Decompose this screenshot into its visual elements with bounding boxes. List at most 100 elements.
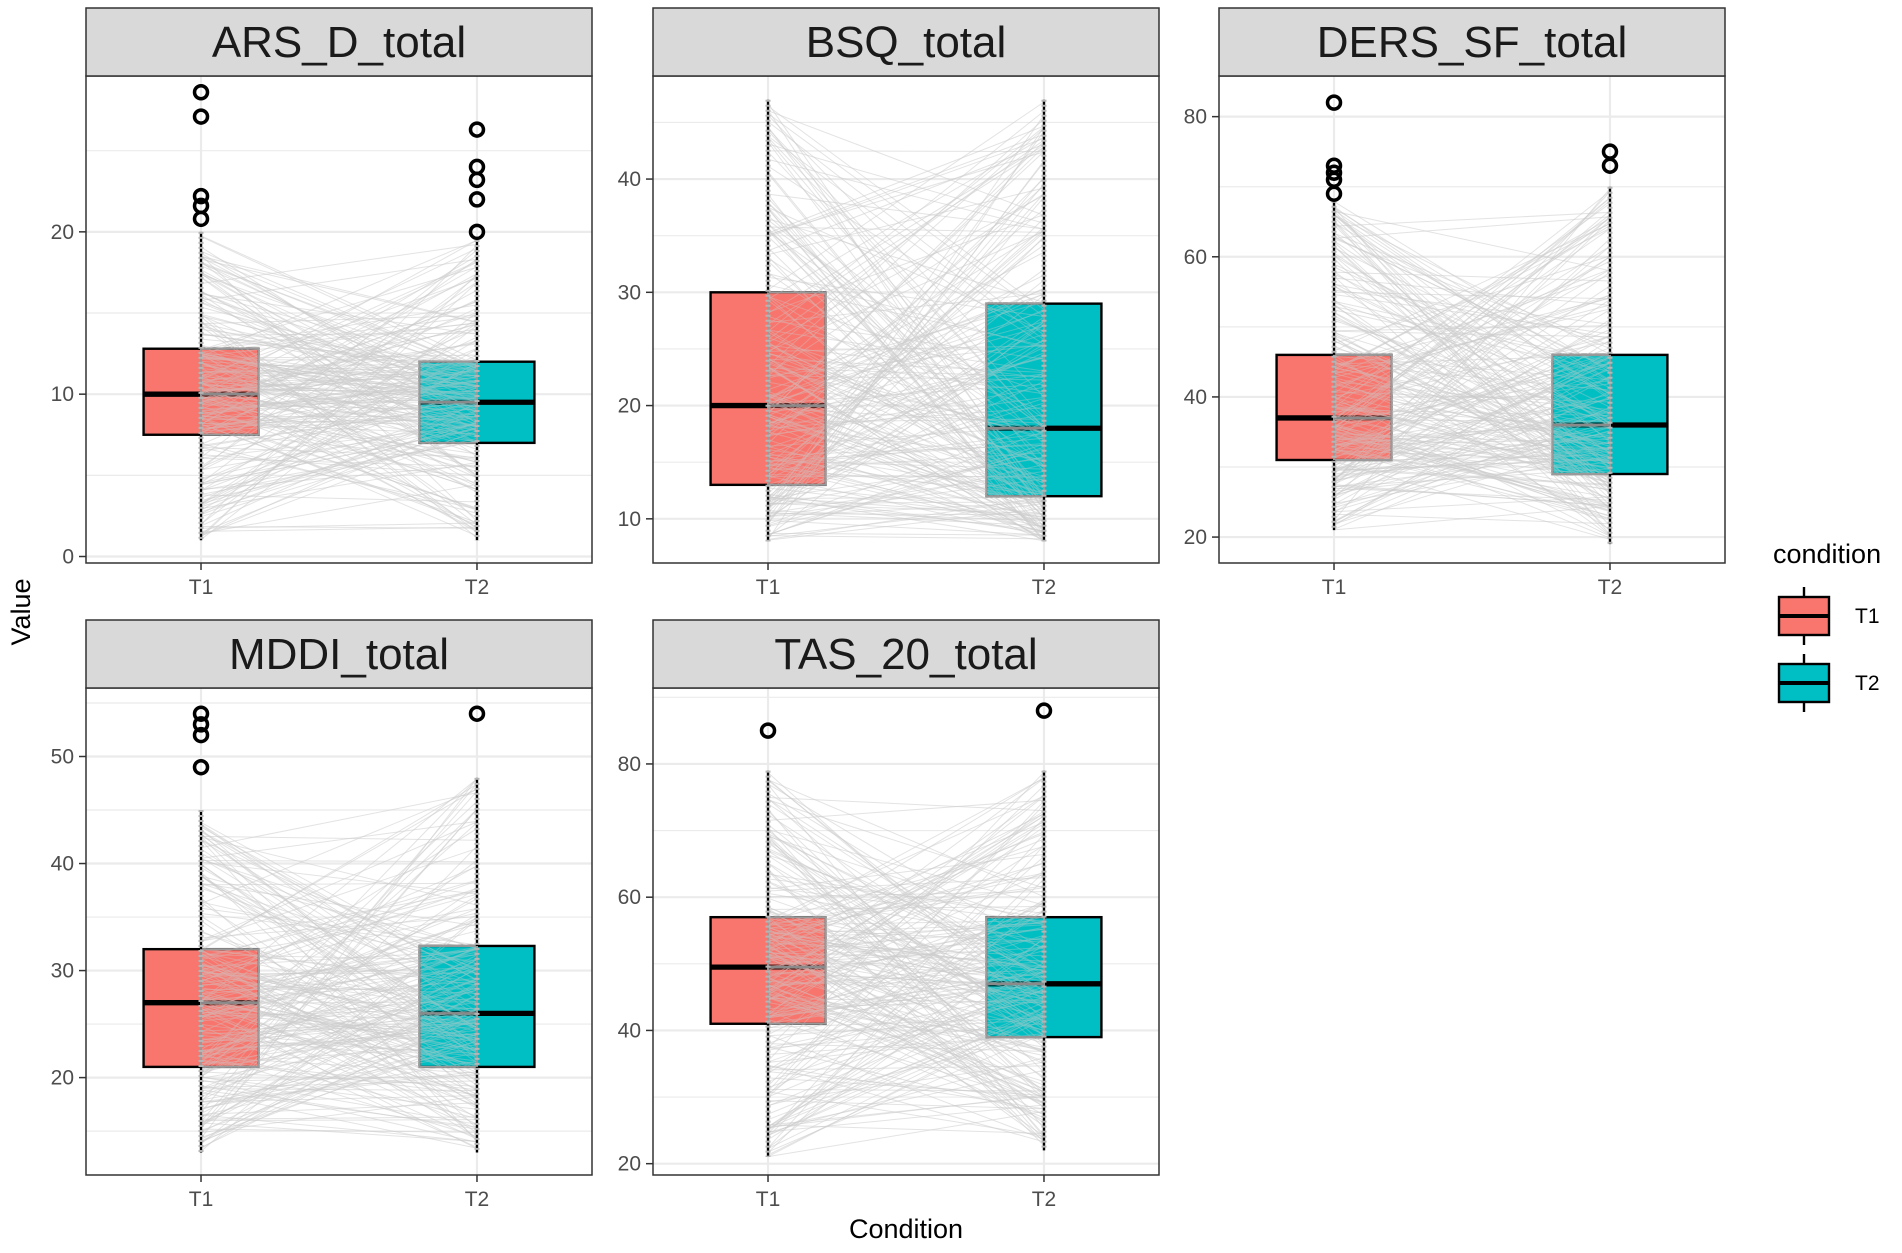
outlier-T1 <box>192 187 210 205</box>
paired-line <box>1333 383 1611 421</box>
paired-line <box>200 258 478 324</box>
paired-line <box>767 986 1045 1082</box>
paired-line <box>200 388 478 531</box>
facet-strip-title: TAS_20_total <box>774 630 1037 679</box>
y-tick-label: 10 <box>51 383 74 406</box>
paired-line <box>1333 210 1611 444</box>
paired-line <box>1333 297 1611 366</box>
paired-line <box>200 415 478 479</box>
paired-line <box>767 921 1045 946</box>
paired-line <box>200 978 478 1080</box>
paired-line <box>767 393 1045 489</box>
paired-line <box>1333 273 1611 408</box>
paired-line <box>767 366 1045 542</box>
paired-line <box>767 341 1045 532</box>
paired-line <box>767 353 1045 395</box>
paired-line <box>767 230 1045 466</box>
paired-line <box>200 1034 478 1131</box>
outlier-T1 <box>192 716 210 733</box>
paired-line <box>1333 406 1611 458</box>
x-tick-label: T1 <box>189 576 214 599</box>
paired-line <box>200 403 478 447</box>
paired-line <box>767 366 1045 535</box>
overlay-box-T1 <box>200 347 260 436</box>
overlay-box-T1 <box>767 916 827 1025</box>
paired-line <box>767 835 1045 968</box>
paired-line <box>767 498 1045 532</box>
paired-line <box>200 801 478 1059</box>
paired-line <box>1333 333 1611 482</box>
paired-line <box>1333 190 1611 409</box>
paired-line <box>767 950 1045 1030</box>
paired-line <box>200 302 478 413</box>
paired-line <box>767 933 1045 1005</box>
paired-line <box>767 296 1045 394</box>
paired-line <box>767 443 1045 536</box>
paired-line <box>767 141 1045 414</box>
paired-line <box>767 1095 1045 1126</box>
y-tick-label: 40 <box>618 1019 641 1042</box>
paired-line <box>767 127 1045 377</box>
paired-line <box>201 1128 477 1133</box>
outlier-T1 <box>192 210 210 228</box>
paired-lines <box>200 235 478 540</box>
paired-line <box>1333 366 1611 429</box>
paired-line <box>767 842 1045 1030</box>
paired-line <box>767 944 1045 1130</box>
paired-line <box>200 431 478 518</box>
paired-line <box>200 887 478 982</box>
paired-line <box>767 771 1045 1062</box>
paired-line <box>200 958 478 1127</box>
y-tick-label: 40 <box>1184 386 1207 409</box>
paired-line <box>1333 200 1611 430</box>
legend: condition T1 T2 <box>1773 539 1881 712</box>
legend-item-label: T2 <box>1855 672 1880 695</box>
paired-line <box>200 1071 478 1087</box>
paired-line <box>767 146 1045 325</box>
paired-line <box>767 136 1045 300</box>
paired-line <box>767 219 1045 429</box>
paired-line <box>200 315 478 351</box>
paired-line <box>200 783 478 952</box>
paired-line <box>767 990 1045 1049</box>
paired-line <box>1333 485 1611 506</box>
paired-line <box>767 144 1045 314</box>
y-tick-label: 10 <box>618 508 641 531</box>
paired-line <box>767 971 1045 1017</box>
paired-line <box>200 1018 478 1071</box>
paired-line <box>200 416 478 537</box>
facet-strip-title: BSQ_total <box>806 18 1007 67</box>
paired-line <box>767 433 1045 466</box>
paired-line <box>767 1071 1045 1099</box>
paired-line <box>1333 271 1611 282</box>
paired-line <box>1333 382 1611 467</box>
paired-line <box>1333 209 1611 400</box>
paired-line <box>1333 336 1611 407</box>
paired-line <box>201 1116 477 1120</box>
paired-line <box>200 306 478 383</box>
paired-line <box>767 118 1045 367</box>
paired-line <box>200 987 478 1027</box>
paired-line <box>767 329 1045 494</box>
paired-line <box>1333 449 1611 521</box>
x-tick-label: T1 <box>756 1188 781 1211</box>
paired-line <box>200 1003 478 1097</box>
paired-line <box>767 990 1045 1092</box>
outlier-T2 <box>468 223 486 241</box>
facet-strip-title: DERS_SF_total <box>1317 18 1628 67</box>
paired-line <box>200 923 478 1001</box>
paired-line <box>1333 201 1611 373</box>
outlier-T2 <box>468 705 486 722</box>
paired-line <box>201 377 477 383</box>
paired-line <box>767 844 1045 1149</box>
paired-line <box>767 919 1045 1091</box>
paired-line <box>767 357 1045 529</box>
paired-line <box>1333 496 1611 513</box>
paired-line <box>767 849 1045 968</box>
paired-line <box>1333 360 1611 465</box>
paired-line <box>767 229 1045 401</box>
paired-line <box>200 440 478 495</box>
paired-line <box>767 230 1045 352</box>
paired-line <box>767 456 1045 503</box>
y-tick-label: 30 <box>51 960 74 983</box>
